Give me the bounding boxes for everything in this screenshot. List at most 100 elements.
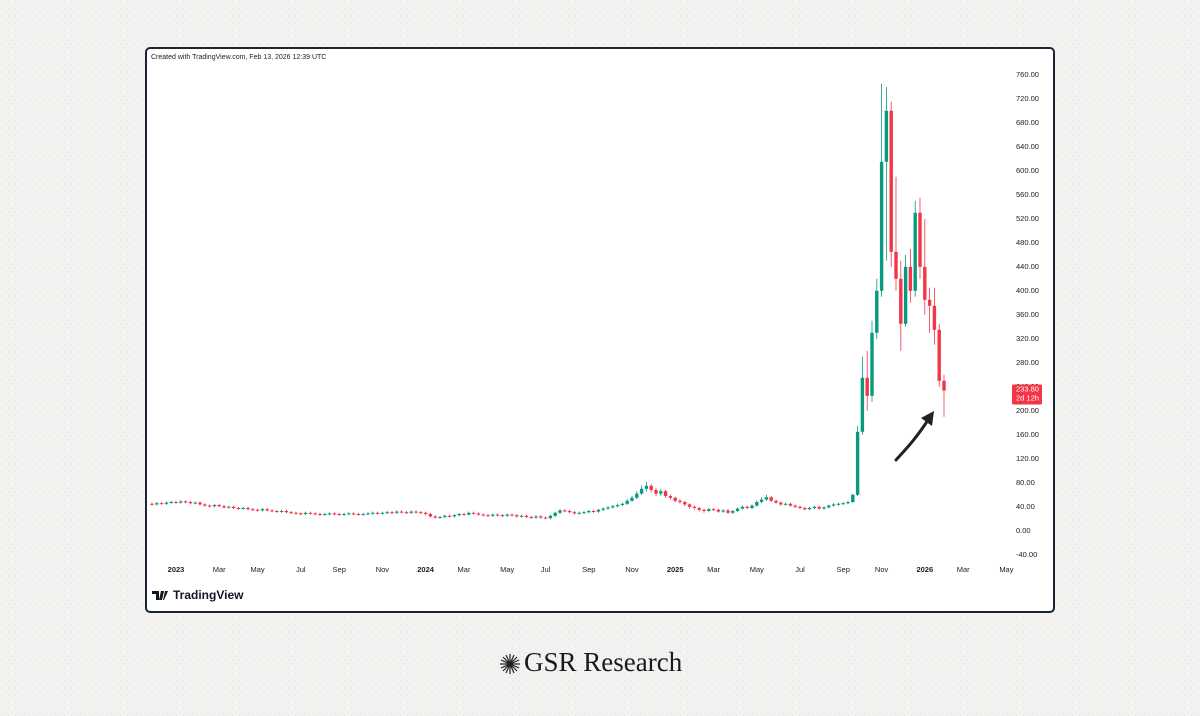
x-tick-label: Nov xyxy=(376,565,390,574)
candle-body xyxy=(351,513,356,515)
candle-body xyxy=(884,110,889,162)
y-tick-label: 640.00 xyxy=(1016,142,1039,151)
candle-body xyxy=(755,502,759,506)
candle-body xyxy=(553,512,557,516)
candle-body xyxy=(615,505,620,507)
candle-body xyxy=(707,509,711,511)
candle-body xyxy=(903,266,908,324)
candle-body xyxy=(855,431,860,495)
gsr-logo xyxy=(500,654,520,674)
candle-body xyxy=(438,517,442,518)
candle-body xyxy=(457,514,461,516)
candle-body xyxy=(836,503,841,505)
x-tick-label: Jul xyxy=(541,565,551,574)
candle-body xyxy=(923,266,927,300)
candle-body xyxy=(212,505,217,507)
x-tick-label: Sep xyxy=(333,565,346,574)
candle-body xyxy=(668,496,673,498)
candle-body xyxy=(937,329,941,381)
candle-body xyxy=(476,513,481,515)
x-tick-label: 2023 xyxy=(168,565,185,574)
candle-body xyxy=(942,380,946,391)
candle-body xyxy=(543,517,548,519)
candle-body xyxy=(827,505,831,508)
candle-body xyxy=(323,514,327,515)
candle-body xyxy=(630,497,634,501)
candle-body xyxy=(399,511,404,513)
candle-body xyxy=(447,515,452,517)
x-tick-label: Mar xyxy=(213,565,226,574)
candle-body xyxy=(452,515,457,517)
candle-body xyxy=(486,515,490,517)
chart-header: Created with TradingView.com, Feb 13, 20… xyxy=(151,54,326,61)
candle-body xyxy=(198,502,202,505)
candle-body xyxy=(899,278,903,324)
candle-body xyxy=(606,507,610,509)
candle-body xyxy=(817,506,821,509)
candle-body xyxy=(793,505,797,507)
candle-body xyxy=(697,508,701,510)
y-tick-label: 560.00 xyxy=(1016,190,1039,199)
candle-body xyxy=(207,505,212,507)
candle-body xyxy=(913,212,917,291)
x-tick-label: Mar xyxy=(458,565,471,574)
candle-body xyxy=(673,497,677,501)
candle-body xyxy=(203,504,207,506)
candle-body xyxy=(179,501,183,503)
candle-body xyxy=(471,512,476,514)
candle-body xyxy=(803,508,807,510)
candle-body xyxy=(347,513,351,515)
candle-body xyxy=(750,505,754,508)
candle-body xyxy=(759,499,764,502)
candle-body xyxy=(894,251,898,279)
candle-body xyxy=(318,514,322,515)
candle-body xyxy=(159,503,164,505)
candle-body xyxy=(678,500,682,502)
candle-body xyxy=(654,490,658,494)
candle-body xyxy=(731,511,735,513)
candle-body xyxy=(505,514,509,516)
y-tick-label: 40.00 xyxy=(1016,502,1035,511)
candle-body xyxy=(683,502,687,505)
x-tick-label: Jul xyxy=(296,565,306,574)
x-tick-label: 2026 xyxy=(916,565,933,574)
candle-body xyxy=(783,503,788,505)
candle-body xyxy=(611,506,615,508)
candle-body xyxy=(332,513,337,515)
brand: TradingView xyxy=(173,588,244,602)
candle-body xyxy=(284,511,289,513)
candle-body xyxy=(779,502,783,505)
candle-body xyxy=(846,502,850,504)
x-tick-label: May xyxy=(750,565,764,574)
candle-body xyxy=(361,514,365,515)
candle-body xyxy=(217,505,221,507)
footer: GSR Research xyxy=(524,647,683,677)
candle-body xyxy=(495,514,500,516)
x-tick-label: Mar xyxy=(957,565,970,574)
y-tick-label: 320.00 xyxy=(1016,334,1039,343)
x-tick-label: Mar xyxy=(707,565,720,574)
candle-body xyxy=(841,503,845,505)
candle-body xyxy=(395,511,399,513)
brand-logo: TradingView xyxy=(152,588,244,602)
candle-body xyxy=(375,512,380,514)
y-tick-label: 120.00 xyxy=(1016,454,1039,463)
candle-body xyxy=(735,508,740,511)
candle-body xyxy=(231,506,236,508)
candle-body xyxy=(462,514,466,515)
y-tick-label: 360.00 xyxy=(1016,310,1039,319)
candle-body xyxy=(419,512,423,514)
last-price-box xyxy=(1012,384,1042,405)
candle-body xyxy=(270,510,274,512)
candle-body xyxy=(635,493,639,498)
candle-body xyxy=(380,512,385,514)
candle-body xyxy=(500,515,505,517)
candle-body xyxy=(303,512,308,514)
candle-body xyxy=(534,516,538,518)
candle-body xyxy=(726,510,730,513)
candle-body xyxy=(433,516,437,518)
countdown-label: 2d 12h xyxy=(1016,394,1039,403)
candle-body xyxy=(409,511,413,513)
candle-body xyxy=(342,514,346,515)
